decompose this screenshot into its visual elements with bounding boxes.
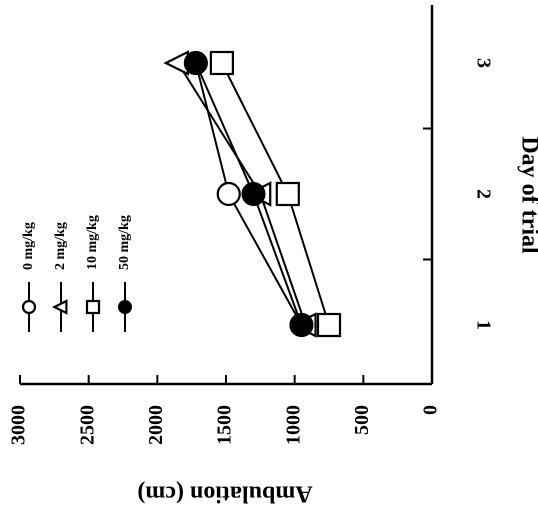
series-2-point (316, 312, 342, 338)
series-2-point (275, 181, 300, 207)
series-3-point (289, 313, 314, 337)
legend-label: 50 mg/kg (117, 215, 132, 270)
value-tick-label: 2000 (145, 405, 167, 445)
value-tick-label: 1000 (282, 405, 304, 445)
legend-label: 10 mg/kg (85, 215, 100, 270)
value-tick-label: 2500 (76, 405, 98, 445)
day-tick-label: 3 (472, 58, 494, 68)
axes: 0 500 1000 1500 2000 2500 3000 1 2 3 (8, 5, 494, 445)
axis-labels: Day of trial Ambulation (cm) (137, 136, 538, 506)
value-tick-label: 1500 (214, 405, 236, 445)
legend-marker-1 (51, 299, 68, 315)
series-3-point (241, 182, 266, 206)
legend-label: 0 mg/kg (21, 222, 36, 270)
legend-label: 2 mg/kg (53, 222, 68, 270)
legend: 0 mg/kg 2 mg/kg 10 mg/kg 50 mg/kg (21, 215, 132, 332)
series-3-point (183, 51, 208, 75)
value-tick-label: 3000 (8, 405, 30, 445)
legend-marker-0 (21, 299, 37, 315)
series-2-point (209, 50, 234, 76)
day-tick-label: 1 (472, 320, 494, 330)
series-0-point (216, 181, 241, 207)
x-axis-title: Day of trial (516, 136, 538, 254)
series-layer (163, 50, 342, 338)
value-tick-label: 0 (420, 405, 442, 415)
legend-marker-2 (85, 299, 101, 315)
legend-marker-3 (118, 300, 132, 314)
day-tick-label: 2 (472, 189, 494, 199)
y-axis-title: Ambulation (cm) (137, 480, 312, 506)
value-tick-label: 500 (351, 405, 373, 435)
